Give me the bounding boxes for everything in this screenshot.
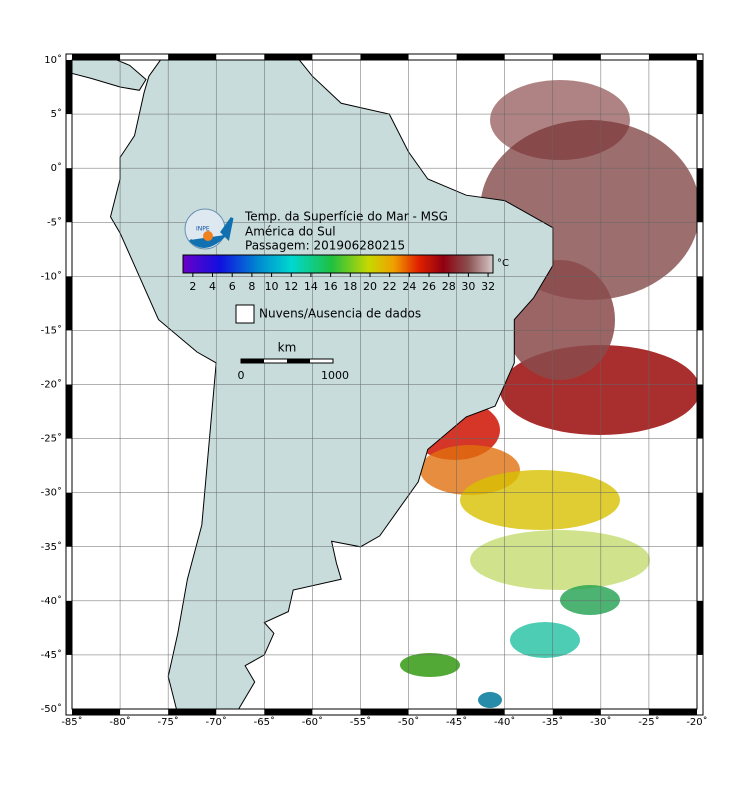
lon-label: -45˚ <box>446 716 467 728</box>
lon-label: -80˚ <box>109 716 130 728</box>
frame-segment <box>697 600 703 655</box>
colorbar-label: 30 <box>461 280 475 293</box>
frame-segment <box>456 709 505 715</box>
frame-segment <box>66 384 72 439</box>
colorbar-label: 16 <box>324 280 338 293</box>
colorbar-unit: °C <box>497 258 509 269</box>
frame-segment <box>264 54 313 60</box>
lon-label: -50˚ <box>398 716 419 728</box>
colorbar-label: 24 <box>402 280 416 293</box>
frame-segment <box>552 54 601 60</box>
lon-label: -75˚ <box>157 716 178 728</box>
lon-label: -65˚ <box>254 716 275 728</box>
lat-label: 0˚ <box>51 162 62 174</box>
colorbar-label: 28 <box>442 280 456 293</box>
frame-segment <box>66 600 72 655</box>
colorbar-label: 20 <box>363 280 377 293</box>
frame-segment <box>697 384 703 439</box>
frame-segment <box>264 709 313 715</box>
colorbar-label: 18 <box>343 280 357 293</box>
logo-text: INPE <box>196 226 210 233</box>
title-line: América do Sul <box>245 225 336 239</box>
frame-segment <box>72 54 121 60</box>
colorbar-label: 8 <box>248 280 255 293</box>
lat-label: -35˚ <box>41 541 62 553</box>
frame-segment <box>360 54 409 60</box>
frame-segment <box>648 54 697 60</box>
scale-end: 1000 <box>321 369 349 382</box>
frame-segment <box>72 709 121 715</box>
legend-label: Nuvens/Ausencia de dados <box>259 307 421 321</box>
frame-segment <box>168 54 217 60</box>
frame-segment <box>66 168 72 223</box>
scale-start: 0 <box>238 369 245 382</box>
lat-label: -15˚ <box>41 324 62 336</box>
lon-label: -85˚ <box>61 716 82 728</box>
frame-segment <box>360 709 409 715</box>
frame-segment <box>697 492 703 547</box>
lon-label: -20˚ <box>686 716 707 728</box>
colorbar-label: 14 <box>304 280 318 293</box>
lon-label: -55˚ <box>350 716 371 728</box>
lat-label: -40˚ <box>41 595 62 607</box>
lat-label: -25˚ <box>41 433 62 445</box>
frame-segment <box>697 276 703 331</box>
title-line: Temp. da Superfície do Mar - MSG <box>244 210 448 224</box>
lat-label: -5˚ <box>47 216 62 228</box>
colorbar-label: 12 <box>284 280 298 293</box>
frame-segment <box>648 709 697 715</box>
colorbar-label: 4 <box>209 280 216 293</box>
lon-label: -40˚ <box>494 716 515 728</box>
frame-segment <box>168 709 217 715</box>
frame-segment <box>697 60 703 115</box>
scale-unit: km <box>278 341 297 355</box>
frame-segment <box>552 709 601 715</box>
lat-label: -45˚ <box>41 649 62 661</box>
lon-label: -60˚ <box>302 716 323 728</box>
colorbar-label: 22 <box>383 280 397 293</box>
lat-label: -50˚ <box>41 703 62 715</box>
scale-bar <box>287 359 310 363</box>
frame-segment <box>66 492 72 547</box>
frame-segment <box>66 60 72 115</box>
colorbar-label: 2 <box>189 280 196 293</box>
lat-label: -30˚ <box>41 487 62 499</box>
legend-swatch <box>235 304 255 324</box>
title-line: Passagem: 201906280215 <box>245 239 405 253</box>
lat-label: -20˚ <box>41 379 62 391</box>
frame-segment <box>697 168 703 223</box>
lat-label: -10˚ <box>41 270 62 282</box>
lat-label: 10˚ <box>44 54 62 66</box>
colorbar-label: 26 <box>422 280 436 293</box>
frame-segment <box>456 54 505 60</box>
frame-segment <box>66 276 72 331</box>
lon-label: -25˚ <box>638 716 659 728</box>
colorbar-label: 6 <box>229 280 236 293</box>
logo: INPE <box>184 208 234 250</box>
scale-bar <box>241 359 264 363</box>
colorbar <box>182 254 494 274</box>
lon-label: -70˚ <box>206 716 227 728</box>
colorbar-label: 32 <box>481 280 495 293</box>
lat-label: 5˚ <box>51 108 62 120</box>
colorbar-label: 10 <box>265 280 279 293</box>
lon-label: -30˚ <box>590 716 611 728</box>
land <box>72 60 147 91</box>
lon-label: -35˚ <box>542 716 563 728</box>
